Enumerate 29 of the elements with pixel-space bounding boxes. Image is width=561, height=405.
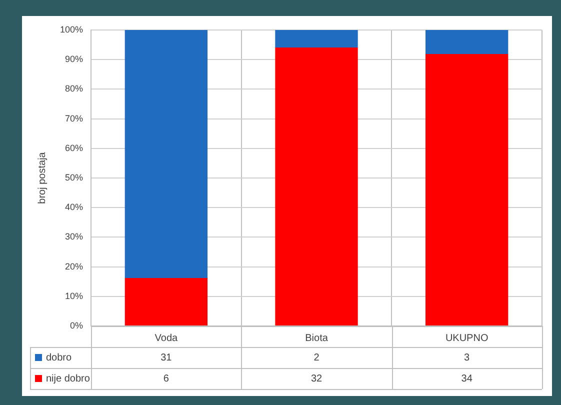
text: 3 (464, 352, 470, 364)
text: 32 (310, 373, 323, 384)
x-tick-label: Voda (154, 332, 178, 344)
bar (275, 30, 358, 48)
y-tick-label: 70% (65, 113, 84, 124)
text: 34 (461, 373, 473, 384)
y-tick-label: 50% (65, 172, 84, 182)
y-axis-title: broj postaja (36, 152, 48, 204)
legend-label: dobro (46, 352, 72, 364)
bar (425, 54, 508, 326)
text: 31 (160, 352, 172, 364)
x-tick-label: UKUPNO (445, 332, 488, 344)
y-tick-label: 60% (65, 142, 84, 153)
y-tick-label: 90% (65, 54, 84, 64)
bar (124, 278, 208, 326)
text: 2 (314, 352, 320, 364)
bar (275, 47, 358, 326)
y-tick-label: 30% (65, 232, 84, 242)
y-tick-label: 0% (70, 320, 84, 330)
y-tick-label: 10% (65, 290, 84, 301)
legend-label: nije dobro (46, 373, 90, 384)
y-tick-label: 20% (65, 261, 84, 272)
bar (425, 30, 508, 54)
y-tick-label: 100% (60, 24, 84, 34)
bar (124, 30, 208, 278)
x-tick-label: Biota (305, 332, 328, 344)
text: 6 (163, 373, 170, 384)
y-tick-label: 40% (65, 202, 84, 212)
y-tick-label: 80% (65, 84, 84, 94)
